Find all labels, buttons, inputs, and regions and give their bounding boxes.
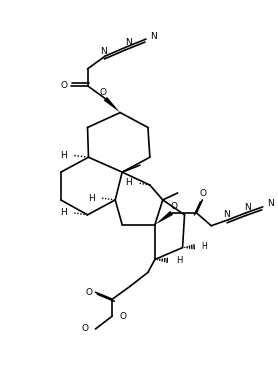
Polygon shape	[155, 211, 173, 225]
Polygon shape	[104, 97, 120, 112]
Text: N: N	[150, 32, 157, 41]
Text: O: O	[119, 312, 126, 320]
Text: N: N	[223, 210, 230, 219]
Text: O: O	[200, 189, 207, 199]
Text: O: O	[60, 81, 67, 90]
Text: H: H	[60, 151, 67, 160]
Text: H: H	[88, 194, 95, 203]
Text: O: O	[100, 88, 107, 97]
Text: N: N	[245, 203, 251, 212]
Text: O: O	[170, 202, 177, 211]
Text: N: N	[125, 38, 131, 46]
Text: H: H	[125, 178, 132, 187]
Text: H: H	[176, 256, 182, 265]
Text: H: H	[60, 208, 67, 217]
Text: N: N	[267, 199, 274, 208]
Text: H: H	[201, 242, 207, 251]
Text: O: O	[81, 325, 88, 333]
Text: N: N	[100, 46, 107, 56]
Text: O: O	[85, 288, 92, 297]
